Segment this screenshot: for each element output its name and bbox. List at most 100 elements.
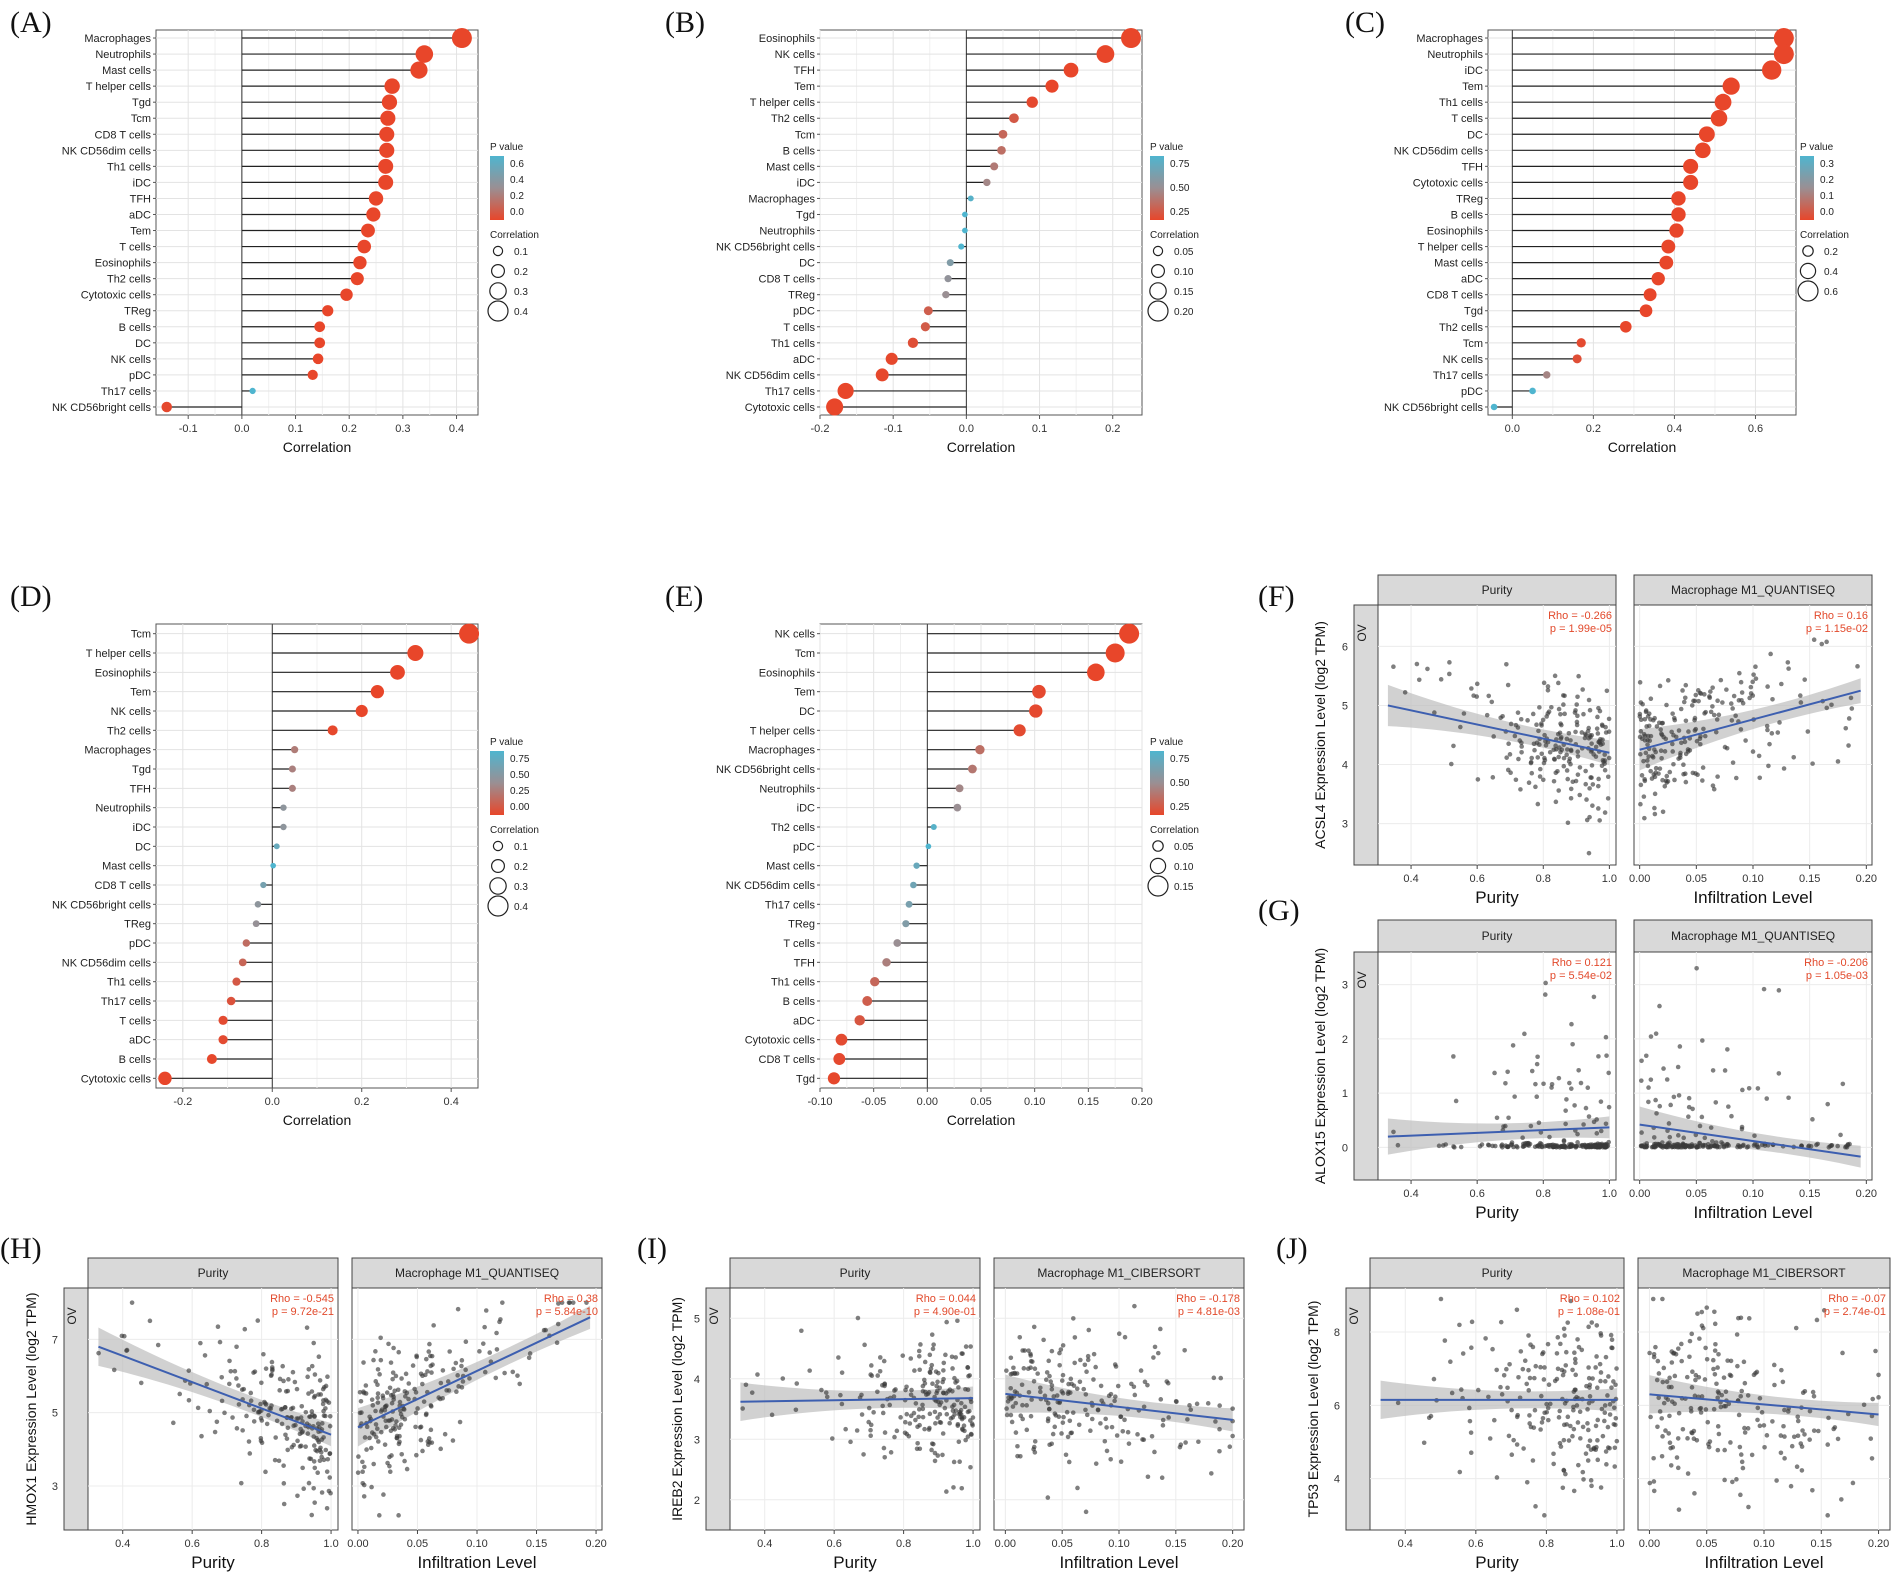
data-point: [440, 1368, 446, 1373]
data-point: [399, 1451, 405, 1457]
data-point: [380, 1395, 386, 1401]
data-point: [1839, 1497, 1844, 1502]
confidence-band: [740, 1382, 974, 1421]
data-point: [1648, 733, 1654, 739]
legend-correlation-title: Correlation: [1150, 825, 1199, 836]
data-point: [1028, 1358, 1034, 1364]
lollipop-dot: [384, 78, 400, 94]
data-point: [1811, 637, 1817, 643]
data-point: [1846, 743, 1851, 748]
data-point: [283, 1432, 288, 1438]
data-point: [1691, 698, 1696, 704]
y-tick-label: 3: [1342, 980, 1348, 992]
pvalue-label: p = 5.84e-10: [536, 1306, 598, 1318]
data-point: [1764, 1096, 1770, 1101]
data-point: [1684, 1374, 1690, 1380]
data-point: [1597, 708, 1603, 714]
data-point: [311, 1340, 317, 1346]
x-tick-label: 0.10: [1108, 1538, 1129, 1550]
data-point: [1659, 756, 1664, 761]
data-point: [361, 1360, 366, 1365]
data-point: [1652, 715, 1657, 721]
data-point: [1666, 1142, 1672, 1148]
data-point: [1595, 783, 1601, 789]
lollipop-dot: [1045, 79, 1059, 93]
data-point: [1674, 1144, 1680, 1150]
lollipop-dot: [946, 259, 954, 267]
data-point: [1795, 1414, 1801, 1420]
data-point: [948, 1416, 954, 1421]
data-point: [307, 1456, 312, 1461]
data-point: [1564, 736, 1570, 742]
data-point: [920, 1388, 926, 1394]
facet-strip-label: Purity: [198, 1266, 229, 1280]
category-label: Th17 cells: [101, 386, 152, 398]
data-point: [1713, 729, 1719, 735]
x-tick-label: 0.6: [185, 1538, 200, 1550]
data-point: [378, 1335, 383, 1341]
data-point: [1504, 755, 1509, 760]
data-point: [1715, 774, 1720, 779]
data-point: [1698, 741, 1703, 747]
data-point: [1006, 1395, 1011, 1400]
data-point: [1063, 1452, 1069, 1458]
data-point: [263, 1366, 269, 1371]
data-point: [1807, 1408, 1813, 1414]
data-point: [399, 1376, 404, 1381]
data-point: [944, 1319, 949, 1325]
category-label: NK CD56dim cells: [1394, 145, 1484, 157]
category-label: iDC: [1465, 65, 1483, 77]
data-point: [1646, 1085, 1651, 1090]
category-label: NK CD56bright cells: [716, 242, 816, 254]
data-point: [309, 1409, 315, 1414]
data-point: [970, 1415, 976, 1420]
data-point: [1669, 729, 1674, 735]
data-point: [1689, 1430, 1695, 1436]
facet-strip-label: Purity: [1482, 929, 1513, 943]
data-point: [1797, 693, 1803, 698]
data-point: [309, 1389, 315, 1394]
data-point: [916, 1353, 922, 1359]
data-point: [1603, 1449, 1609, 1454]
x-tick-label: 0.00: [995, 1538, 1016, 1550]
data-point: [397, 1399, 403, 1405]
data-point: [927, 1411, 933, 1417]
data-point: [1659, 1416, 1665, 1421]
data-point: [1138, 1368, 1144, 1373]
data-point: [1530, 711, 1536, 717]
data-point: [236, 1402, 242, 1407]
data-point: [1526, 1333, 1531, 1338]
data-point: [912, 1368, 917, 1373]
data-point: [1606, 755, 1612, 761]
data-point: [1594, 1385, 1600, 1390]
lollipop-dot: [962, 211, 968, 218]
data-point: [1584, 797, 1589, 802]
data-point: [1587, 1385, 1592, 1390]
category-label: iDC: [133, 822, 151, 834]
lollipop-dot: [826, 398, 844, 416]
lollipop-dot: [459, 623, 480, 644]
data-point: [502, 1370, 507, 1376]
data-point: [428, 1403, 434, 1408]
data-point: [959, 1400, 964, 1406]
data-point: [1740, 1087, 1745, 1093]
data-point: [1791, 754, 1797, 760]
data-point: [467, 1376, 472, 1381]
data-point: [1526, 1367, 1531, 1373]
data-point: [1651, 1488, 1657, 1494]
data-point: [1564, 752, 1569, 758]
data-point: [311, 1459, 317, 1464]
facet-strip: [87, 1257, 339, 1289]
data-point: [1708, 709, 1714, 715]
lollipop-dot: [875, 368, 889, 382]
data-point: [1835, 1436, 1841, 1442]
size-legend-label: 0.4: [1824, 267, 1838, 278]
data-point: [228, 1369, 234, 1374]
y-tick-label: 6: [1334, 1400, 1340, 1412]
category-label: Cytotoxic cells: [1413, 177, 1484, 189]
data-point: [1647, 1350, 1652, 1356]
x-tick-label: -0.2: [173, 1096, 192, 1108]
data-point: [769, 1412, 775, 1418]
data-point: [232, 1368, 238, 1374]
pvalue-label: p = 2.74e-01: [1824, 1306, 1886, 1318]
